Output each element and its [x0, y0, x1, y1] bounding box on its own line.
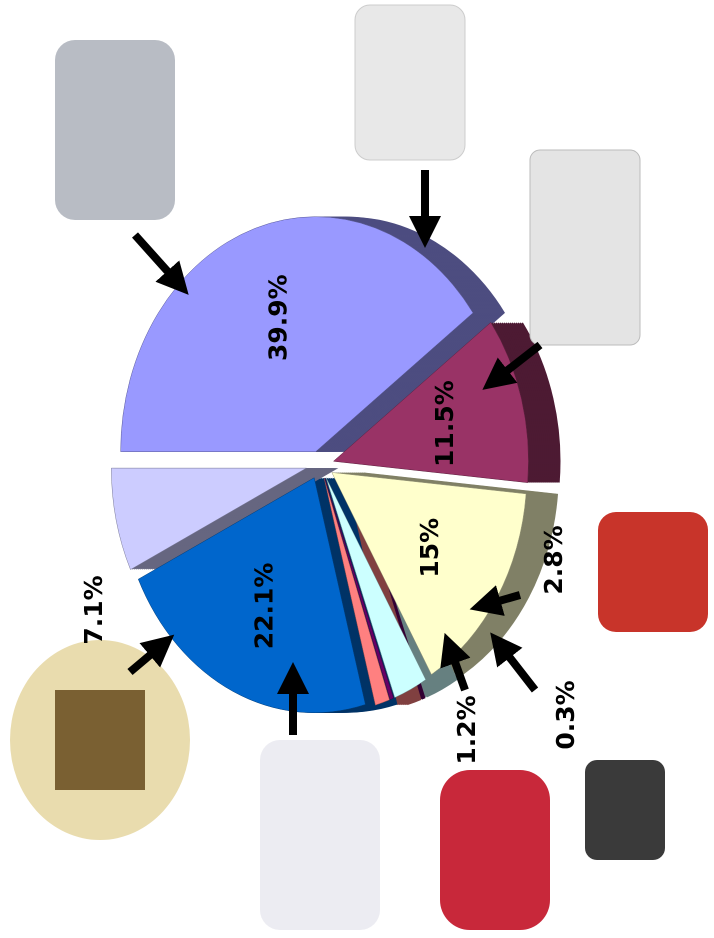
slice [111, 467, 308, 570]
car-image [55, 40, 175, 220]
slice [332, 322, 529, 483]
van-image [354, 4, 466, 161]
value-label: 22.1% [249, 563, 278, 650]
train-image [440, 770, 550, 930]
bus-image [598, 512, 708, 632]
slice [325, 477, 427, 698]
plane-image [260, 740, 380, 930]
value-label: 7.1% [79, 575, 108, 644]
slice [323, 478, 390, 706]
arrow [482, 341, 543, 390]
value-label: 15% [415, 518, 444, 578]
value-label: 1.2% [452, 695, 481, 764]
truck-image [529, 149, 641, 346]
arrow [127, 634, 175, 676]
motorbike-image [585, 760, 665, 860]
slice [324, 478, 394, 700]
slice [120, 216, 474, 452]
pie [111, 216, 561, 713]
ship-image-core [55, 690, 145, 790]
value-label: 11.5% [430, 380, 459, 467]
arrow [469, 585, 522, 616]
arrow [132, 232, 189, 295]
arrows [127, 170, 543, 735]
arrow [440, 632, 471, 692]
slice [137, 477, 366, 713]
value-label: 39.9% [263, 274, 292, 361]
value-label: 0.3% [551, 680, 580, 749]
vehicle-images [10, 4, 708, 930]
value-label: 2.8% [539, 525, 568, 594]
arrow [490, 632, 539, 693]
